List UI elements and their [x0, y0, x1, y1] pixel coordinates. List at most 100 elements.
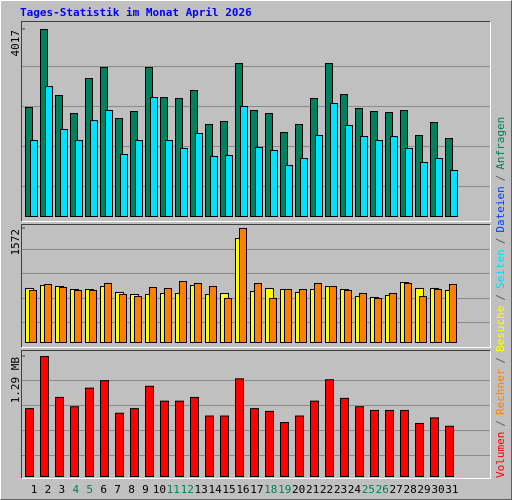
bar	[175, 400, 184, 477]
bar	[225, 155, 233, 217]
x-tick-label: 1	[31, 483, 38, 496]
x-tick-label: 24	[348, 483, 362, 496]
bar	[74, 290, 82, 343]
x-tick-label: 9	[142, 483, 149, 496]
bar	[55, 396, 64, 478]
bar	[329, 286, 337, 343]
bar	[405, 147, 413, 217]
x-tick-label: 2	[45, 483, 52, 496]
bar	[194, 282, 202, 343]
x-tick-label: 25	[362, 483, 375, 496]
bar	[224, 297, 232, 344]
bar	[360, 136, 368, 218]
bar	[310, 400, 319, 477]
bar	[209, 286, 217, 343]
bar	[325, 379, 334, 478]
bar	[419, 296, 427, 343]
bar	[375, 140, 383, 217]
bar	[115, 412, 124, 477]
legend: Volumen / Rechner / Besuche / Seiten / Dateien / A…	[494, 117, 507, 478]
bar	[135, 140, 143, 217]
bar	[59, 287, 67, 344]
y-tick-label: 1.29 MB	[9, 357, 22, 404]
x-tick-label: 13	[195, 483, 208, 496]
panel-frame	[21, 350, 491, 479]
x-tick-label: 14	[208, 483, 222, 496]
panel-frame	[21, 21, 491, 222]
bar	[299, 288, 307, 344]
bar	[450, 170, 458, 217]
legend-separator: /	[494, 357, 507, 364]
bar	[29, 290, 37, 343]
legend-entry: Seiten	[494, 249, 507, 289]
bar	[205, 415, 214, 477]
bar	[255, 147, 263, 217]
x-tick-label: 23	[334, 483, 347, 496]
bar	[120, 153, 128, 218]
bar	[160, 400, 169, 477]
x-tick-label: 7	[114, 483, 121, 496]
x-tick-label: 26	[376, 483, 389, 496]
x-tick-label: 19	[278, 483, 291, 496]
bar	[315, 134, 323, 217]
bar	[145, 385, 154, 478]
x-tick-label: 15	[222, 483, 235, 496]
bar	[434, 288, 442, 344]
bar	[60, 128, 68, 217]
x-tick-label: 11	[167, 483, 180, 496]
bar	[70, 406, 79, 477]
x-tick-label: 17	[250, 483, 263, 496]
bar	[190, 396, 199, 478]
legend-entry: Dateien	[494, 186, 507, 232]
x-tick-label: 28	[403, 483, 416, 496]
x-tick-label: 12	[181, 483, 194, 496]
legend-entry: Rechner	[494, 368, 507, 415]
x-tick-label: 30	[431, 483, 444, 496]
bar	[134, 296, 142, 343]
bar	[45, 86, 53, 218]
bar	[435, 157, 443, 217]
bar	[195, 132, 203, 217]
bar	[254, 282, 262, 343]
bar	[284, 288, 292, 344]
bar	[449, 283, 457, 344]
bar	[104, 282, 112, 343]
x-tick-label: 4	[72, 483, 79, 496]
y-tick-label: 1572	[9, 229, 22, 256]
x-tick-label: 31	[445, 483, 458, 496]
bar	[165, 140, 173, 217]
bar	[119, 293, 127, 344]
bar	[220, 415, 229, 477]
bar	[420, 161, 428, 217]
x-tick-label: 6	[100, 483, 107, 496]
bar	[269, 297, 277, 344]
legend-separator: /	[494, 175, 507, 182]
bar	[389, 292, 397, 344]
x-tick-label: 5	[86, 483, 93, 496]
x-tick-label: 3	[59, 483, 66, 496]
x-tick-label: 16	[236, 483, 249, 496]
legend-separator: /	[494, 238, 507, 245]
bar	[445, 425, 454, 478]
bar	[374, 297, 382, 344]
bar	[210, 155, 218, 218]
bar	[89, 290, 97, 343]
legend-separator: /	[494, 420, 507, 427]
legend-entry: Volumen	[494, 432, 507, 478]
bar	[345, 124, 353, 217]
bar	[130, 408, 139, 477]
bar	[330, 103, 338, 217]
bar	[180, 147, 188, 217]
bar	[150, 97, 158, 217]
bar	[295, 415, 304, 477]
bar	[30, 140, 38, 217]
panel-frame	[21, 21, 491, 222]
bar	[90, 120, 98, 217]
bar	[314, 282, 322, 343]
x-tick-label: 10	[153, 483, 166, 496]
bar	[240, 105, 248, 217]
bar	[370, 409, 379, 477]
bar	[100, 380, 109, 477]
bar	[265, 410, 274, 478]
